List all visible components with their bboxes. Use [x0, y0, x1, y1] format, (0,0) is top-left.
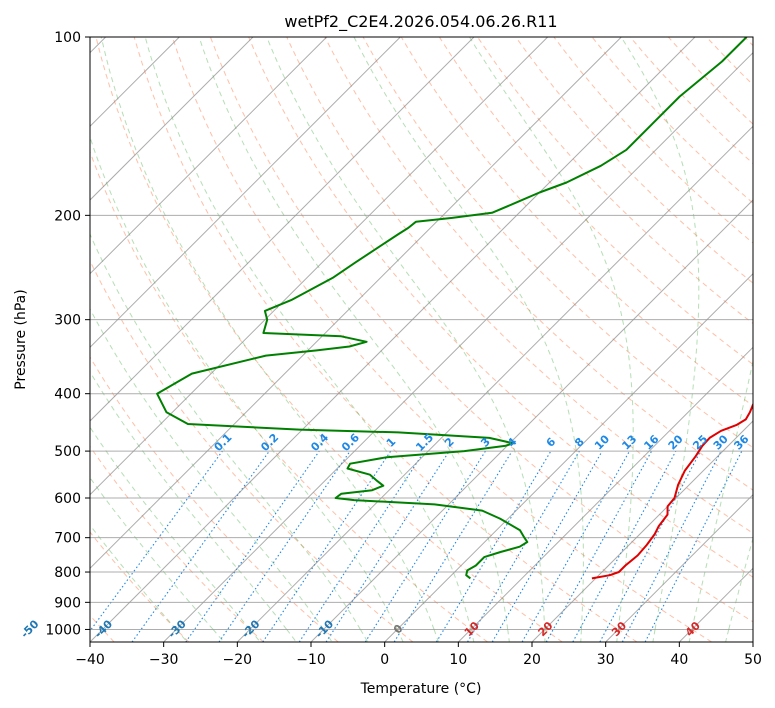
y-tick-label: 700 — [54, 531, 81, 547]
y-tick-label: 400 — [54, 387, 81, 403]
isotherm-line — [531, 420, 753, 642]
moist-adiabat-line — [90, 426, 251, 630]
dry-adiabat-line — [248, 37, 753, 578]
isotherm-line — [752, 641, 753, 642]
isotherm-line — [90, 37, 696, 642]
mixing-ratio-line — [325, 450, 450, 642]
dry-adiabat-line — [90, 259, 414, 642]
temperature-profile-line — [591, 402, 753, 580]
isotherm-line — [605, 493, 753, 642]
x-tick-label: 0 — [380, 652, 389, 668]
moist-adiabat-line — [507, 629, 510, 642]
dry-adiabat-line — [400, 37, 753, 407]
chart-title: wetPf2_C2E4.2026.054.06.26.R11 — [284, 12, 557, 32]
y-tick-label: 800 — [54, 565, 81, 581]
y-tick-label: 500 — [54, 444, 81, 460]
dry-adiabat-line — [90, 356, 339, 642]
isotherm-label: -50 — [18, 617, 41, 640]
moist-adiabat-line — [175, 629, 188, 642]
moist-adiabat-line — [90, 135, 398, 630]
y-tick-label: 300 — [54, 313, 81, 329]
moist-adiabat-line — [286, 629, 297, 642]
x-tick-label: 10 — [449, 652, 467, 668]
isotherm-line — [310, 199, 753, 642]
moist-adiabat-line — [90, 232, 361, 630]
moist-adiabat-line — [198, 37, 509, 630]
dewpoint-profile-line — [156, 37, 748, 580]
mixing-ratio-line — [467, 450, 580, 642]
mixing-ratio-line — [185, 450, 320, 642]
x-tick-label: −10 — [296, 652, 326, 668]
dry-adiabat-line — [362, 37, 753, 449]
moist-adiabat-line — [620, 37, 700, 630]
dry-adiabat-line — [210, 37, 753, 623]
moist-adiabat-line — [212, 629, 225, 642]
x-tick-label: 30 — [597, 652, 615, 668]
plot-background — [90, 37, 753, 642]
y-axis-label: Pressure (hPa) — [13, 289, 29, 389]
dry-adiabat-line — [324, 37, 753, 491]
x-tick-label: −40 — [75, 652, 105, 668]
mixing-ratio-line — [435, 450, 552, 642]
x-axis-label: Temperature (°C) — [360, 681, 482, 697]
y-tick-label: 900 — [54, 595, 81, 611]
moist-adiabat-line — [616, 629, 619, 642]
x-tick-label: −30 — [149, 652, 179, 668]
x-tick-label: −20 — [223, 652, 253, 668]
dry-adiabat-line — [90, 531, 190, 642]
isotherm-line — [457, 346, 753, 642]
moist-adiabat-line — [359, 629, 369, 642]
moist-adiabat-line — [691, 358, 753, 630]
x-tick-label: 50 — [744, 652, 762, 668]
axes-layer: −40 −30 −20 −10 0 10 20 30 40 50 100 200 300 400 500 60… — [45, 30, 762, 668]
x-tick-label: 40 — [670, 652, 688, 668]
isotherm-line — [90, 37, 328, 275]
data-layer — [156, 37, 753, 580]
y-tick-label: 600 — [54, 491, 81, 507]
mixing-ratio-line — [521, 450, 630, 642]
moist-adiabat-line — [249, 629, 261, 642]
grid-layer — [90, 37, 753, 642]
mixing-ratio-line — [572, 450, 677, 642]
y-tick-label: 200 — [54, 208, 81, 224]
moist-adiabat-line — [652, 629, 656, 642]
isotherm-line — [90, 37, 401, 349]
moist-adiabat-line — [323, 629, 333, 642]
moist-adiabat-line — [90, 524, 177, 630]
moist-adiabat-line — [266, 37, 546, 630]
dry-adiabat-line — [95, 37, 563, 642]
mixing-ratio-line — [364, 450, 486, 642]
moist-adiabat-line — [580, 629, 582, 642]
mixing-ratio-line — [491, 450, 603, 642]
isotherm-line — [236, 125, 753, 642]
moist-adiabat-line — [688, 629, 693, 642]
isotherm-line — [90, 37, 475, 422]
dry-adiabat-line — [133, 37, 638, 642]
isotherm-line — [163, 51, 753, 642]
y-tick-label: 100 — [54, 30, 81, 46]
moist-adiabat-line — [90, 370, 288, 630]
isotherm-line — [384, 272, 753, 642]
moist-adiabat-line — [469, 37, 634, 630]
moist-adiabat-line — [396, 629, 404, 642]
moist-adiabat-line — [725, 629, 730, 642]
y-tick-label: 1000 — [45, 622, 81, 638]
moist-adiabat-line — [433, 629, 439, 642]
isotherm-line — [90, 37, 622, 570]
isotherm-line — [90, 37, 254, 201]
moist-adiabat-line — [353, 37, 584, 630]
mixing-ratio-line — [393, 450, 513, 642]
plot-frame — [89, 36, 754, 643]
moist-adiabat-line — [90, 476, 214, 630]
moist-adiabat-line — [100, 37, 435, 630]
moist-adiabat-line — [470, 629, 475, 642]
isotherm-line — [90, 37, 549, 496]
x-tick-label: 20 — [523, 652, 541, 668]
mixing-ratio-line — [218, 450, 351, 642]
